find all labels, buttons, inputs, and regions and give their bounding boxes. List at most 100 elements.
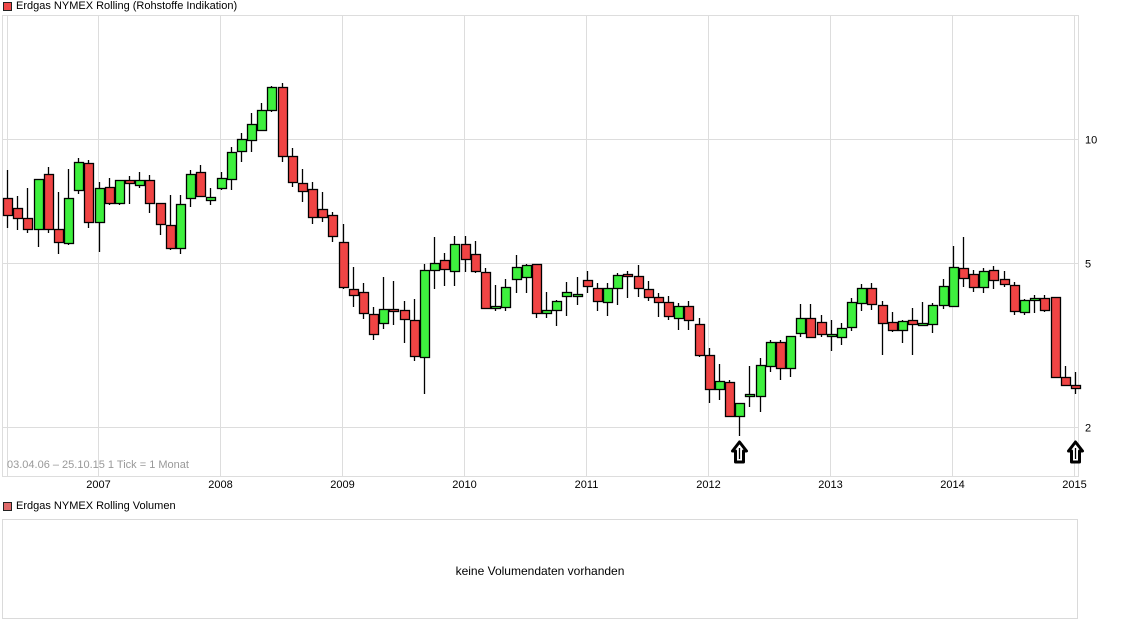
candle-body: [643, 288, 655, 299]
candle-body: [216, 177, 228, 190]
candle-body: [246, 123, 258, 142]
candle: [185, 170, 197, 207]
candle: [104, 178, 116, 205]
candle-body: [775, 341, 787, 370]
candle: [683, 301, 695, 330]
candle: [927, 303, 939, 333]
candle: [846, 298, 858, 331]
candle-body: [124, 179, 136, 185]
candle-body: [958, 267, 970, 280]
candle-body: [785, 335, 797, 370]
candle-body: [1050, 296, 1062, 379]
candle: [236, 133, 248, 162]
candle: [327, 212, 339, 242]
candle-body: [388, 308, 400, 313]
candle: [490, 285, 502, 311]
candle-body: [12, 207, 24, 220]
candle-body: [917, 322, 929, 327]
candle-body: [205, 196, 217, 202]
candle: [612, 273, 624, 305]
candle-body: [470, 253, 482, 273]
candle-body: [348, 288, 360, 297]
candle: [175, 195, 187, 254]
candle: [826, 320, 838, 351]
y-tick-label: 5: [1085, 259, 1091, 271]
candle-body: [938, 285, 950, 307]
candle-body: [236, 138, 248, 153]
candle: [144, 175, 156, 213]
candle: [592, 283, 604, 311]
candle: [856, 284, 868, 311]
candle: [1029, 295, 1041, 313]
candle-body: [866, 287, 878, 306]
candle-body: [144, 179, 156, 205]
candle: [480, 268, 492, 310]
candle: [246, 113, 258, 152]
candle-body: [338, 241, 350, 289]
x-tick-label: 2007: [86, 479, 110, 491]
candle: [500, 279, 512, 311]
candle: [226, 147, 238, 190]
candle-body: [94, 187, 106, 224]
candle: [633, 265, 645, 297]
candle-body: [683, 305, 695, 322]
candle-body: [307, 188, 319, 219]
candle-body: [714, 380, 726, 391]
legend-swatch: [3, 1, 12, 11]
candle: [470, 241, 482, 273]
candle-body: [734, 402, 746, 418]
candle: [866, 283, 878, 310]
candle: [836, 323, 848, 345]
candle: [795, 304, 807, 337]
candle-body: [846, 301, 858, 329]
candle: [277, 83, 289, 162]
candle: [561, 282, 573, 316]
candle: [531, 263, 543, 318]
candle: [358, 283, 370, 319]
candle: [165, 195, 177, 250]
candle-body: [907, 319, 919, 326]
candle-body: [836, 327, 848, 339]
candle-body: [175, 203, 187, 250]
chart-axes: 10 5 2 2007 2008 2009 2010 2011 2012 2013 2014 2015: [86, 135, 1097, 492]
candle-body: [22, 217, 34, 231]
candle-body: [561, 291, 573, 298]
candle: [968, 270, 980, 292]
candle: [816, 315, 828, 337]
candle-body: [490, 305, 502, 310]
candle-body: [287, 155, 299, 184]
candle-body: [968, 273, 980, 289]
candle: [1039, 295, 1051, 312]
candle-body: [399, 309, 411, 321]
up-arrow-icon: [731, 440, 748, 464]
candle: [785, 335, 797, 377]
candle: [460, 236, 472, 272]
candle: [1060, 366, 1072, 387]
candle: [2, 170, 14, 228]
candle: [999, 271, 1011, 287]
candle-body: [53, 228, 65, 244]
legend-swatch: [3, 501, 12, 511]
y-tick-label: 2: [1085, 423, 1091, 435]
candle-body: [999, 278, 1011, 286]
candle-body: [429, 262, 441, 272]
candle: [744, 366, 756, 407]
candle-body: [195, 171, 207, 198]
candle: [63, 169, 75, 245]
candle-body: [297, 182, 309, 193]
candle-body: [63, 197, 75, 245]
candle: [195, 165, 207, 198]
candle: [317, 192, 329, 222]
candle: [775, 340, 787, 380]
x-tick-label: 2013: [818, 479, 842, 491]
candle-body: [480, 271, 492, 310]
candle-body: [602, 287, 614, 304]
candle-body: [317, 208, 329, 219]
candle: [551, 300, 563, 326]
candle: [287, 148, 299, 187]
candle-body: [226, 151, 238, 181]
candle-body: [572, 293, 584, 298]
candle-body: [378, 308, 390, 325]
candle-body: [2, 197, 14, 217]
candle: [622, 271, 634, 298]
